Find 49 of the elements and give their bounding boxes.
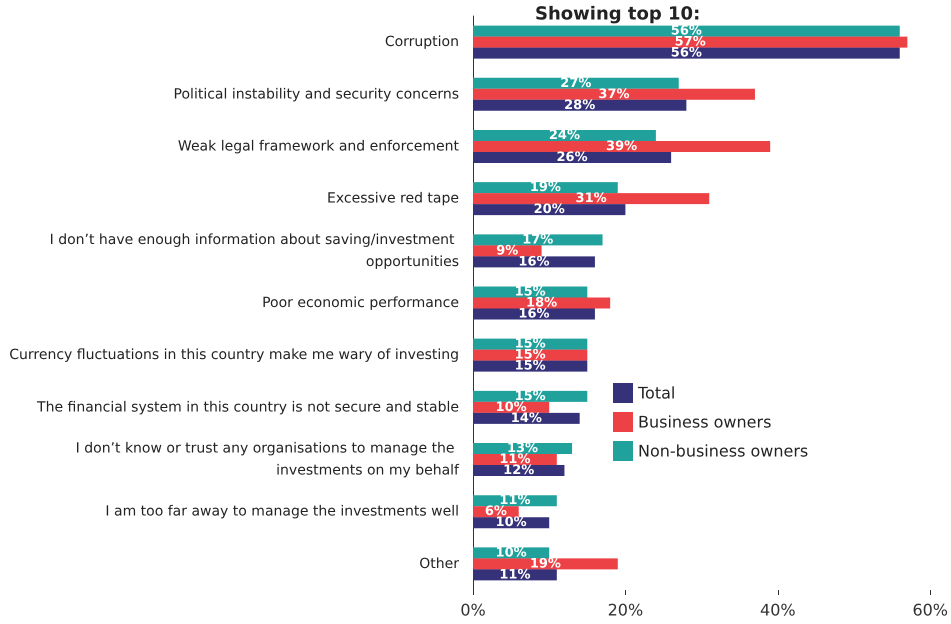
x-tick-label: 0% [460, 600, 486, 620]
bar [473, 193, 710, 204]
y-tick-label: Excessive red tape [327, 190, 459, 207]
y-tick-label: I don’t know or trust any organisations to manage the investments on my behalf [76, 440, 460, 479]
bar [473, 100, 686, 111]
data-label: 31% [576, 191, 607, 206]
data-label: 20% [534, 202, 565, 218]
bar [473, 48, 900, 59]
data-label: 11% [499, 567, 530, 582]
bar [473, 78, 679, 89]
bar [473, 152, 672, 163]
data-label: 16% [518, 254, 550, 270]
y-tick-label: Currency fluctuations in this country make me wary of investing [9, 347, 459, 364]
data-label: 17% [522, 232, 554, 248]
bar [473, 88, 755, 100]
x-tick-label: 20% [608, 600, 644, 620]
data-label: 19% [530, 556, 561, 572]
bar [473, 234, 603, 246]
y-tick-label: I don’t have enough information about saving/investment opportunities [50, 232, 459, 270]
y-tick-label: Political instability and security concerns [174, 86, 459, 102]
bar [473, 558, 618, 570]
data-label: 37% [598, 86, 630, 102]
y-tick-label: Other [419, 556, 460, 572]
bar [473, 204, 626, 216]
bar [473, 182, 618, 194]
y-tick-label: Corruption [384, 34, 459, 50]
chart-title: Showing top 10: [535, 4, 700, 24]
data-label: 14% [510, 410, 542, 426]
legend-label: Non-business owners [638, 442, 808, 460]
data-label: 10% [496, 545, 527, 560]
legend-label: Business owners [638, 412, 772, 432]
x-tick-label: 40% [760, 600, 796, 620]
data-label: 9% [496, 243, 518, 258]
bar [473, 36, 908, 48]
y-tick-label: Weak legal framework and enforcement [178, 138, 460, 154]
data-label: 28% [564, 98, 596, 113]
y-tick-label: I am too far away to manage the investments well [105, 504, 459, 520]
legend-label: Total [637, 384, 676, 402]
bar [473, 140, 770, 152]
data-label: 39% [606, 138, 638, 154]
y-tick-label: The financial system in this country is not secure and stable [36, 399, 459, 416]
bar [473, 26, 900, 37]
data-label: 26% [556, 150, 588, 165]
data-label: 19% [530, 180, 561, 196]
y-tick-label: Poor economic performance [262, 295, 459, 311]
data-label: 27% [560, 76, 592, 91]
x-tick-label: 60% [912, 600, 948, 620]
bar [473, 130, 656, 141]
data-label: 24% [548, 128, 580, 143]
